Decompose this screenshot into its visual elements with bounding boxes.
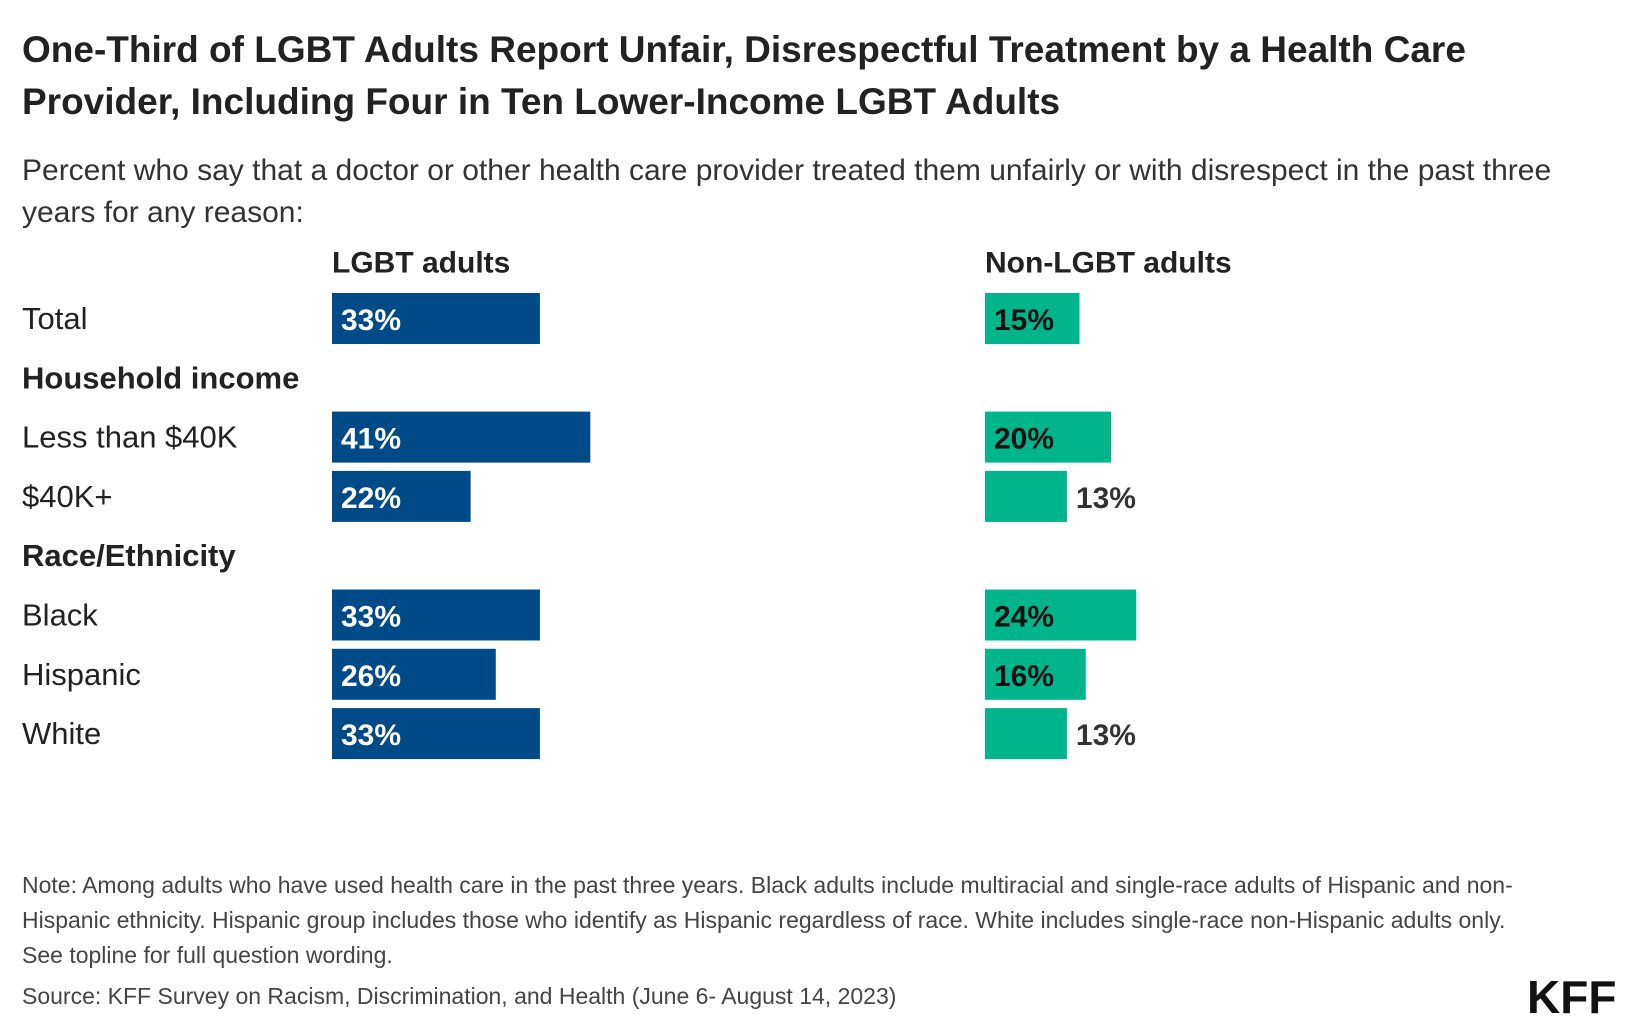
bar bbox=[985, 411, 1111, 463]
series-header-1: Non-LGBT adults bbox=[985, 247, 1232, 280]
kff-logo: KFF bbox=[1527, 971, 1617, 1023]
data-label: 33% bbox=[341, 304, 401, 337]
data-label: 33% bbox=[341, 601, 401, 634]
group-header: Household income bbox=[22, 360, 299, 395]
bar bbox=[985, 708, 1067, 760]
row-label: Hispanic bbox=[22, 657, 141, 692]
data-label: 13% bbox=[1076, 482, 1136, 515]
data-label: 20% bbox=[994, 423, 1054, 456]
row-label: Total bbox=[22, 301, 87, 336]
bar bbox=[332, 648, 496, 700]
bar-chart: LGBT adults Non-LGBT adults Total Household… bbox=[22, 247, 1232, 760]
bar bbox=[332, 470, 471, 522]
data-label: 13% bbox=[1076, 719, 1136, 752]
group-header: Race/Ethnicity bbox=[22, 538, 236, 573]
row-label: Less than $40K bbox=[22, 420, 238, 455]
row-label: Black bbox=[22, 598, 98, 633]
row-label: White bbox=[22, 716, 101, 751]
series-header-0: LGBT adults bbox=[332, 247, 510, 280]
bar bbox=[985, 589, 1137, 641]
bar bbox=[985, 293, 1080, 344]
data-label: 24% bbox=[994, 601, 1054, 634]
chart-note: Note: Among adults who have used health … bbox=[22, 872, 1513, 968]
chart-source: Source: KFF Survey on Racism, Discrimina… bbox=[22, 983, 897, 1009]
bar bbox=[332, 293, 540, 344]
bar bbox=[332, 708, 540, 760]
data-label: 16% bbox=[994, 660, 1054, 693]
data-label: 22% bbox=[341, 482, 401, 515]
data-label: 33% bbox=[341, 719, 401, 752]
chart-subtitle: Percent who say that a doctor or other h… bbox=[22, 154, 1552, 229]
bar bbox=[985, 470, 1067, 522]
data-label: 26% bbox=[341, 660, 401, 693]
bar bbox=[332, 589, 540, 641]
bar bbox=[332, 411, 591, 463]
data-label: 15% bbox=[994, 304, 1054, 337]
row-label: $40K+ bbox=[22, 479, 113, 514]
chart-title: One-Third of LGBT Adults Report Unfair, … bbox=[22, 29, 1466, 122]
data-label: 41% bbox=[341, 423, 401, 456]
bar bbox=[985, 648, 1086, 700]
